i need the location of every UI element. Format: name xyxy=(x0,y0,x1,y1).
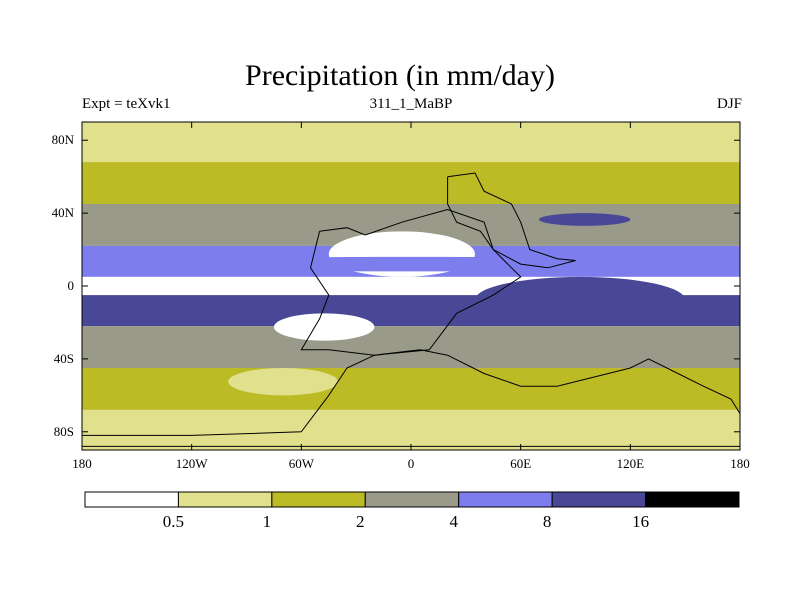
x-tick-label: 180 xyxy=(72,456,92,471)
colorbar-swatch xyxy=(177,491,273,508)
colorbar-swatch xyxy=(458,491,553,508)
colorbar-swatch xyxy=(84,491,179,508)
coastline xyxy=(82,172,740,447)
season-label: DJF xyxy=(716,96,742,112)
y-tick-label: 40S xyxy=(54,351,74,366)
x-tick-label: 60W xyxy=(289,456,315,471)
central-continent-outline xyxy=(300,208,522,356)
band-polar-north xyxy=(82,122,740,163)
y-tick-label: 80N xyxy=(52,132,75,147)
band-subtropics-south xyxy=(82,326,740,368)
band-high-lat-north xyxy=(82,162,740,204)
band-polar-south xyxy=(82,409,740,450)
band-high-lat-south xyxy=(82,368,740,410)
colorbar-swatch xyxy=(645,491,740,508)
region-south-arid-core xyxy=(273,313,375,341)
region-ocean-wet-core xyxy=(474,276,686,323)
x-tick-label: 120E xyxy=(617,456,645,471)
x-tick-label: 180 xyxy=(730,456,750,471)
period-label: 311_1_MaBP xyxy=(369,96,453,112)
colorbar: 0.5 1 2 4 8 16 xyxy=(84,491,740,531)
region-east-wet-north xyxy=(538,213,631,226)
colorbar-label: 16 xyxy=(632,512,649,531)
x-tick-label: 60E xyxy=(510,456,531,471)
axis-ticks: 180 120W 60W 0 60E 120E 180 80N 40N 0 40S 80S xyxy=(52,122,750,471)
colorbar-label: 0.5 xyxy=(163,512,184,531)
region-south-moist-patch xyxy=(228,368,338,396)
y-tick-label: 0 xyxy=(68,278,75,293)
southern-coastline xyxy=(82,349,740,447)
colorbar-label: 1 xyxy=(263,512,272,531)
x-tick-label: 0 xyxy=(408,456,415,471)
colorbar-label: 4 xyxy=(449,512,458,531)
region-southern-wet-band xyxy=(82,304,210,323)
y-tick-label: 40N xyxy=(52,205,75,220)
experiment-label: Expt = teXvk1 xyxy=(82,96,171,112)
colorbar-label: 2 xyxy=(356,512,365,531)
colorbar-label: 8 xyxy=(543,512,552,531)
region-north-wet-storm xyxy=(82,256,740,272)
colorbar-swatch xyxy=(551,491,647,508)
x-tick-label: 120W xyxy=(176,456,209,471)
colorbar-swatch xyxy=(364,491,460,508)
chart-title: Precipitation (in mm/day) xyxy=(245,59,555,92)
colorbar-swatch xyxy=(271,491,366,508)
y-tick-label: 80S xyxy=(54,424,74,439)
northern-continent-outline xyxy=(447,172,576,269)
precipitation-field xyxy=(82,122,740,450)
